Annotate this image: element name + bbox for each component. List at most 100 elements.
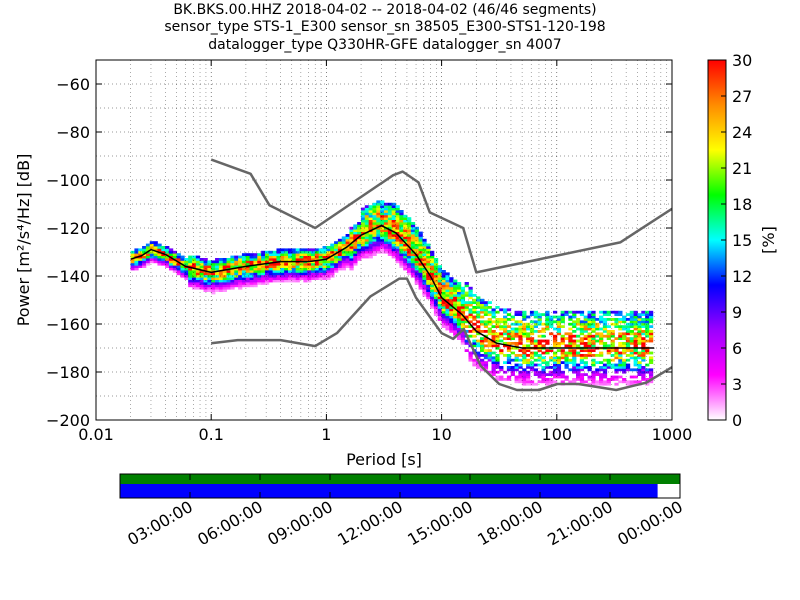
- heatmap-cell: [230, 262, 235, 266]
- heatmap-cell: [391, 224, 396, 228]
- heatmap-cell: [487, 370, 492, 374]
- heatmap-cell: [414, 243, 419, 247]
- heatmap-cell: [215, 260, 220, 264]
- heatmap-cell: [495, 325, 500, 328]
- heatmap-cell: [537, 322, 542, 326]
- heatmap-cell: [257, 282, 262, 285]
- heatmap-cell: [372, 243, 377, 247]
- heatmap-cell: [568, 310, 573, 314]
- heatmap-cell: [614, 363, 619, 367]
- heatmap-cell: [625, 380, 631, 384]
- heatmap-cell: [360, 226, 366, 230]
- heatmap-cell: [349, 262, 354, 266]
- heatmap-cell: [460, 289, 466, 292]
- heatmap-cell: [360, 214, 366, 218]
- heatmap-cell: [514, 334, 519, 338]
- heatmap-cell: [599, 361, 604, 364]
- heatmap-cell: [529, 327, 535, 331]
- heatmap-cell: [453, 325, 458, 328]
- heatmap-cell: [372, 212, 377, 216]
- heatmap-cell: [295, 262, 300, 266]
- heatmap-cell: [599, 327, 604, 331]
- heatmap-cell: [360, 222, 366, 225]
- heatmap-cell: [395, 205, 400, 208]
- heatmap-cell: [357, 255, 362, 259]
- heatmap-cell: [487, 342, 492, 345]
- heatmap-cell: [437, 303, 442, 307]
- heatmap-cell: [138, 262, 143, 266]
- heatmap-cell: [238, 284, 243, 288]
- heatmap-cell: [253, 270, 258, 273]
- heatmap-cell: [176, 255, 181, 259]
- heatmap-cell: [541, 334, 546, 338]
- heatmap-cell: [314, 270, 320, 273]
- plot-frame: [95, 59, 673, 421]
- heatmap-cell: [407, 231, 412, 235]
- heatmap-cell: [391, 255, 396, 259]
- heatmap-cell: [345, 243, 350, 247]
- heatmap-cell: [314, 260, 320, 264]
- heatmap-cell: [606, 366, 611, 369]
- heatmap-cell: [341, 255, 346, 259]
- heatmap-cell: [572, 370, 577, 374]
- heatmap-cell: [614, 325, 619, 328]
- heatmap-cell: [195, 262, 201, 266]
- heatmap-cell: [341, 250, 346, 254]
- heatmap-cell: [572, 368, 577, 372]
- heatmap-cell: [583, 356, 588, 360]
- heatmap-cell: [483, 322, 489, 326]
- heatmap-cell: [184, 258, 189, 261]
- heatmap-cell: [556, 315, 562, 319]
- heatmap-cell: [430, 284, 435, 288]
- heatmap-cell: [568, 344, 573, 348]
- heatmap-cell: [422, 260, 427, 264]
- heatmap-cell: [514, 380, 519, 384]
- heatmap-cell: [579, 313, 585, 316]
- heatmap-cell: [510, 315, 515, 319]
- heatmap-cell: [410, 229, 416, 232]
- heatmap-cell: [456, 303, 462, 307]
- heatmap-cell: [464, 291, 469, 295]
- heatmap-cell: [526, 375, 531, 379]
- heatmap-cell: [280, 250, 285, 254]
- heatmap-cell: [291, 267, 297, 271]
- heatmap-cell: [641, 368, 646, 372]
- heatmap-cell: [629, 380, 634, 384]
- heatmap-cell: [518, 330, 523, 333]
- heatmap-cell: [499, 325, 504, 328]
- heatmap-cell: [215, 272, 220, 276]
- heatmap-cell: [625, 382, 631, 386]
- heatmap-cell: [568, 315, 573, 319]
- heatmap-cell: [576, 351, 581, 355]
- heatmap-cell: [368, 255, 373, 259]
- heatmap-cell: [387, 243, 393, 247]
- heatmap-cell: [456, 325, 462, 328]
- heatmap-cell: [526, 363, 531, 367]
- heatmap-cell: [142, 262, 147, 266]
- heatmap-cell: [545, 327, 550, 331]
- heatmap-cell: [161, 253, 166, 256]
- heatmap-cell: [460, 339, 466, 343]
- heatmap-cell: [368, 210, 373, 213]
- heatmap-cell: [541, 322, 546, 326]
- heatmap-cell: [391, 236, 396, 240]
- heatmap-cell: [395, 214, 400, 218]
- heatmap-cell: [445, 308, 450, 312]
- heatmap-cell: [456, 284, 462, 288]
- heatmap-cell: [284, 279, 289, 283]
- heatmap-cell: [641, 351, 646, 355]
- heatmap-cell: [464, 303, 469, 307]
- heatmap-cell: [483, 339, 489, 343]
- heatmap-cell: [395, 260, 400, 264]
- heatmap-cell: [633, 358, 638, 362]
- heatmap-cell: [564, 351, 569, 355]
- heatmap-cell: [599, 310, 604, 314]
- heatmap-cell: [514, 330, 519, 333]
- heatmap-cell: [483, 306, 489, 309]
- heatmap-cell: [464, 282, 469, 285]
- heatmap-cell: [203, 260, 208, 264]
- heatmap-cell: [503, 342, 508, 345]
- heatmap-cell: [572, 366, 577, 369]
- heatmap-cell: [602, 366, 608, 369]
- heatmap-cell: [261, 260, 266, 264]
